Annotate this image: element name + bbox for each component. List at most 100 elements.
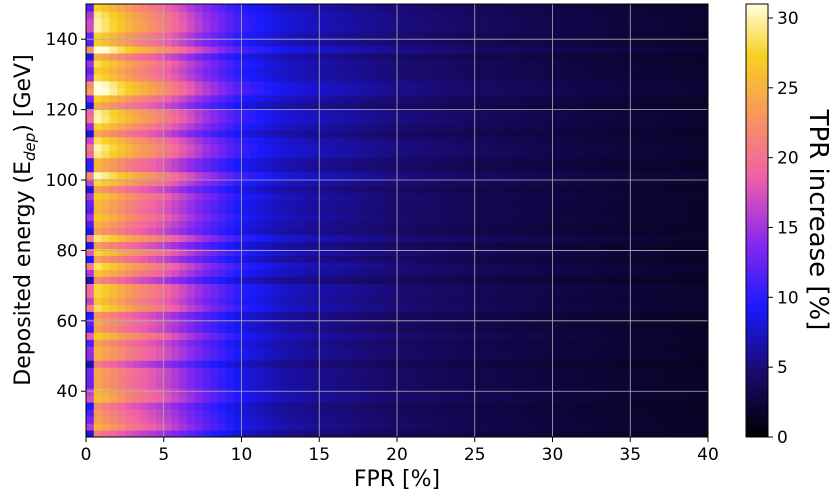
- heatmap-cell: [109, 11, 117, 19]
- heatmap-cell: [654, 346, 662, 354]
- heatmap-cell: [242, 123, 250, 131]
- heatmap-cell: [576, 388, 584, 396]
- heatmap-cell: [218, 67, 226, 75]
- heatmap-cell: [529, 130, 537, 138]
- heatmap-cell: [467, 416, 475, 424]
- heatmap-cell: [568, 130, 576, 138]
- heatmap-cell: [350, 151, 358, 159]
- heatmap-cell: [109, 88, 117, 96]
- heatmap-cell: [358, 346, 366, 354]
- heatmap-cell: [257, 255, 265, 263]
- heatmap-cell: [109, 290, 117, 298]
- heatmap-cell: [109, 137, 117, 145]
- heatmap-cell: [591, 388, 599, 396]
- heatmap-cell: [273, 67, 281, 75]
- heatmap-cell: [661, 276, 669, 284]
- heatmap-cell: [475, 200, 483, 208]
- heatmap-cell: [436, 353, 444, 361]
- heatmap-cell: [109, 186, 117, 194]
- heatmap-cell: [560, 269, 568, 277]
- heatmap-cell: [436, 11, 444, 19]
- heatmap-cell: [218, 346, 226, 354]
- heatmap-cell: [280, 123, 288, 131]
- heatmap-cell: [576, 137, 584, 145]
- heatmap-cell: [210, 325, 218, 333]
- heatmap-cell: [179, 11, 187, 19]
- heatmap-cell: [218, 318, 226, 326]
- heatmap-cell: [405, 262, 413, 270]
- heatmap-cell: [677, 318, 685, 326]
- heatmap-cell: [148, 95, 156, 103]
- heatmap-cell: [553, 255, 561, 263]
- heatmap-cell: [218, 151, 226, 159]
- heatmap-cell: [280, 290, 288, 298]
- heatmap-cell: [265, 207, 273, 215]
- heatmap-cell: [296, 18, 304, 26]
- heatmap-cell: [234, 200, 242, 208]
- heatmap-cell: [288, 381, 296, 389]
- heatmap-cell: [179, 374, 187, 382]
- heatmap-cell: [514, 409, 522, 417]
- heatmap-cell: [234, 241, 242, 249]
- heatmap-cell: [584, 395, 592, 403]
- heatmap-cell: [257, 32, 265, 40]
- heatmap-cell: [700, 200, 708, 208]
- heatmap-cell: [560, 151, 568, 159]
- heatmap-cell: [374, 123, 382, 131]
- heatmap-cell: [553, 353, 561, 361]
- heatmap-cell: [428, 241, 436, 249]
- heatmap-cell: [529, 32, 537, 40]
- heatmap-cell: [280, 200, 288, 208]
- heatmap-cell: [86, 67, 94, 75]
- heatmap-cell: [125, 46, 133, 54]
- heatmap-cell: [576, 360, 584, 368]
- heatmap-cell: [475, 395, 483, 403]
- heatmap-cell: [242, 193, 250, 201]
- heatmap-cell: [195, 430, 203, 438]
- heatmap-cell: [537, 214, 545, 222]
- heatmap-cell: [514, 269, 522, 277]
- heatmap-cell: [102, 207, 110, 215]
- heatmap-cell: [133, 262, 141, 270]
- heatmap-cell: [374, 158, 382, 166]
- heatmap-cell: [514, 18, 522, 26]
- heatmap-cell: [591, 67, 599, 75]
- heatmap-cell: [545, 67, 553, 75]
- heatmap-cell: [692, 353, 700, 361]
- heatmap-cell: [343, 151, 351, 159]
- heatmap-cell: [654, 262, 662, 270]
- heatmap-cell: [584, 255, 592, 263]
- heatmap-cell: [397, 207, 405, 215]
- heatmap-cell: [374, 367, 382, 375]
- heatmap-cell: [164, 165, 172, 173]
- heatmap-cell: [700, 325, 708, 333]
- heatmap-cell: [210, 227, 218, 235]
- heatmap-cell: [638, 123, 646, 131]
- heatmap-cell: [187, 46, 195, 54]
- heatmap-cell: [529, 234, 537, 242]
- heatmap-cell: [428, 318, 436, 326]
- heatmap-cell: [265, 116, 273, 124]
- heatmap-cell: [537, 186, 545, 194]
- heatmap-cell: [257, 74, 265, 82]
- heatmap-cell: [630, 46, 638, 54]
- heatmap-cell: [218, 193, 226, 201]
- heatmap-cell: [86, 248, 94, 256]
- heatmap-cell: [669, 409, 677, 417]
- heatmap-cell: [304, 200, 312, 208]
- heatmap-cell: [242, 325, 250, 333]
- heatmap-cell: [249, 311, 257, 319]
- heatmap-cell: [498, 409, 506, 417]
- heatmap-cell: [677, 353, 685, 361]
- heatmap-cell: [591, 304, 599, 312]
- heatmap-cell: [405, 102, 413, 110]
- heatmap-cell: [537, 290, 545, 298]
- heatmap-cell: [669, 221, 677, 229]
- heatmap-cell: [358, 367, 366, 375]
- heatmap-cell: [646, 262, 654, 270]
- heatmap-cell: [661, 248, 669, 256]
- heatmap-cell: [654, 39, 662, 47]
- heatmap-cell: [311, 32, 319, 40]
- heatmap-cell: [257, 395, 265, 403]
- heatmap-cell: [568, 193, 576, 201]
